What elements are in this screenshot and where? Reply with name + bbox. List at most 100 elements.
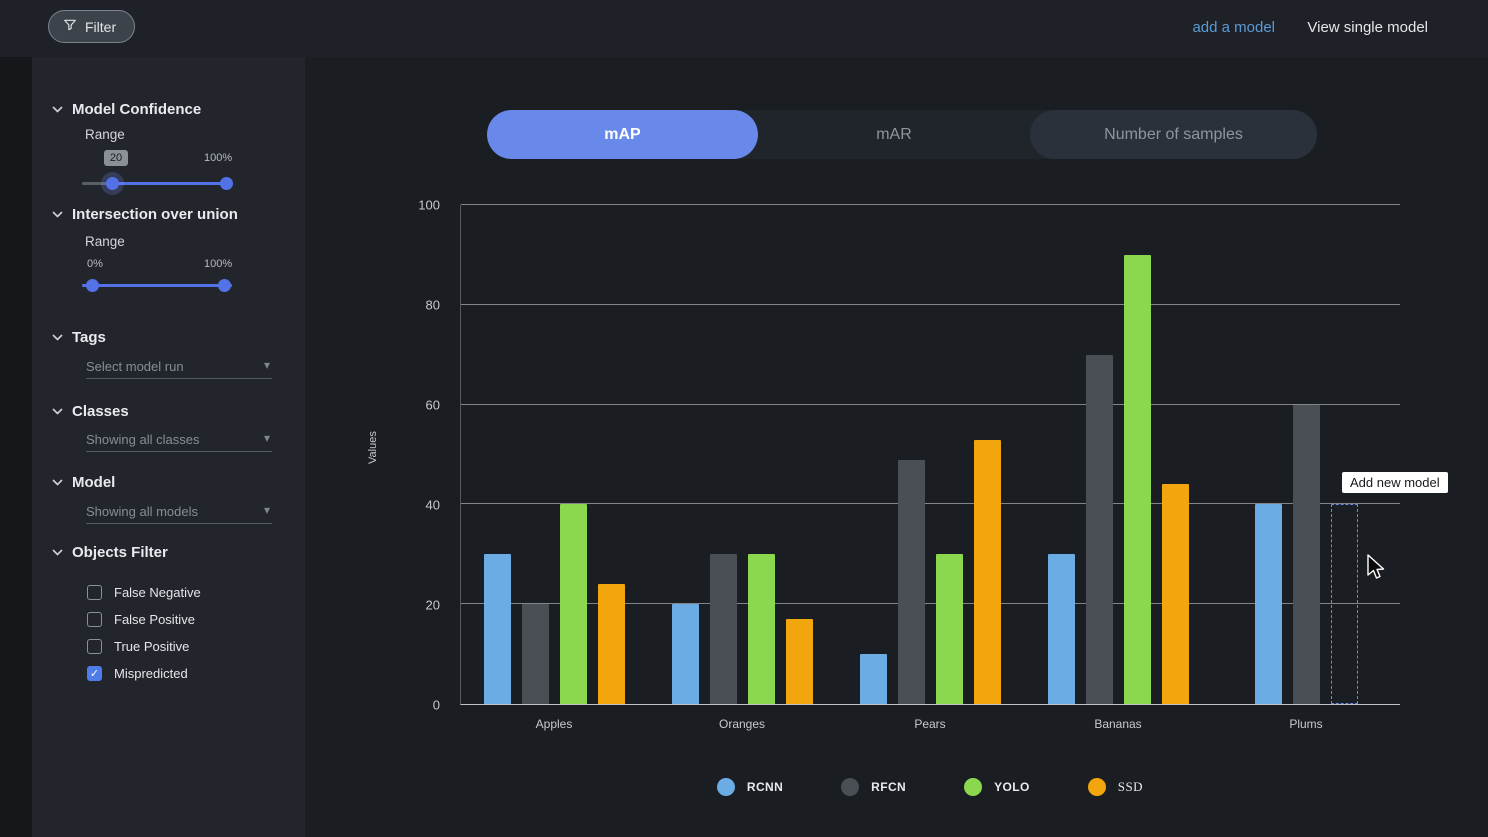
chevron-down-icon: ▾ [263, 358, 270, 372]
chevron-down-icon: ▾ [263, 503, 270, 517]
checkbox-label: False Negative [114, 585, 201, 600]
bar-rfcn-pears[interactable] [897, 459, 925, 704]
bar-yolo-bananas[interactable] [1123, 254, 1151, 704]
y-tick-label: 60 [425, 397, 440, 413]
bar-ssd-oranges[interactable] [786, 619, 814, 704]
chart-legend: RCNN RFCN YOLO SSD [460, 772, 1400, 802]
slider-fill [82, 284, 232, 287]
bar-rfcn-apples[interactable] [522, 604, 550, 704]
tab-mar[interactable]: mAR [876, 125, 912, 143]
slider-min-label: 0% [87, 258, 103, 270]
x-axis-label: Oranges [718, 717, 766, 731]
legend-swatch [1087, 778, 1106, 796]
top-bar: Filter add a model View single model [0, 0, 1488, 57]
x-axis-label: Plums [1289, 717, 1323, 731]
x-axis-label: Bananas [1094, 717, 1142, 731]
bar-group-plums [1212, 205, 1400, 704]
bar-ssd-bananas[interactable] [1161, 484, 1189, 704]
section-header-model-confidence[interactable]: Model Confidence [52, 101, 201, 118]
section-title: Model [72, 474, 116, 491]
chevron-down-icon: ▾ [263, 431, 270, 445]
checkbox-row[interactable]: True Positive [87, 633, 201, 660]
y-axis-title: Values [367, 431, 379, 464]
checkbox-row[interactable]: ✓ Mispredicted [87, 660, 201, 687]
section-title: Tags [72, 329, 106, 346]
x-axis-label: Pears [914, 717, 946, 731]
checkbox-row[interactable]: False Positive [87, 606, 201, 633]
checkbox-row[interactable]: False Negative [87, 579, 201, 606]
view-single-model-link[interactable]: View single model [1307, 19, 1428, 36]
gridline [461, 503, 1400, 505]
filter-funnel-icon [63, 18, 77, 35]
section-header-iou[interactable]: Intersection over union [52, 206, 238, 223]
legend-swatch [716, 778, 735, 796]
main-content: mAP mAR Number of samples Values 0 20 40 60… [305, 57, 1488, 837]
section-title: Intersection over union [72, 206, 238, 223]
bar-yolo-pears[interactable] [935, 554, 963, 704]
chevron-down-icon [52, 106, 63, 113]
legend-item-ssd[interactable]: SSD [1087, 778, 1144, 796]
tab-number-of-samples[interactable]: Number of samples [1030, 110, 1317, 159]
legend-label: RFCN [871, 780, 907, 794]
y-axis: 0 20 40 60 80 100 [400, 198, 448, 713]
iou-slider[interactable] [82, 278, 232, 292]
filter-button[interactable]: Filter [48, 10, 136, 43]
bar-group-oranges [649, 205, 837, 704]
legend-label: RCNN [746, 780, 784, 794]
chevron-down-icon [52, 479, 63, 486]
section-title: Objects Filter [72, 544, 168, 561]
filter-button-label: Filter [85, 18, 117, 35]
legend-item-rcnn[interactable]: RCNN [716, 778, 784, 796]
bar-rcnn-apples[interactable] [484, 554, 512, 704]
new-model-placeholder-bar[interactable] [1330, 504, 1358, 704]
y-tick-label: 40 [425, 497, 440, 513]
bar-rcnn-oranges[interactable] [672, 604, 700, 704]
slider-thumb-min[interactable] [86, 279, 99, 292]
bar-rcnn-plums[interactable] [1254, 504, 1282, 704]
section-header-model[interactable]: Model [52, 474, 115, 491]
model-dropdown[interactable]: Showing all models ▾ [86, 499, 272, 524]
checkbox-checked[interactable]: ✓ [87, 666, 102, 681]
bar-yolo-apples[interactable] [560, 504, 588, 704]
slider-value-badge: 20 [104, 150, 128, 166]
tab-map[interactable]: mAP [487, 110, 758, 159]
bar-rfcn-plums[interactable] [1292, 404, 1320, 704]
legend-swatch [964, 778, 983, 796]
bar-ssd-pears[interactable] [973, 439, 1001, 704]
bar-ssd-apples[interactable] [598, 584, 626, 704]
y-tick-label: 80 [425, 297, 440, 313]
checkbox-label: Mispredicted [114, 666, 188, 681]
gridline [461, 603, 1400, 605]
bar-yolo-oranges[interactable] [748, 554, 776, 704]
model-confidence-slider[interactable] [82, 176, 233, 190]
bar-rfcn-oranges[interactable] [710, 554, 738, 704]
bar-rcnn-pears[interactable] [859, 654, 887, 704]
checkbox-label: True Positive [114, 639, 190, 654]
legend-item-yolo[interactable]: YOLO [964, 778, 1030, 796]
section-header-classes[interactable]: Classes [52, 403, 129, 420]
range-label: Range [85, 234, 125, 249]
gridline [461, 204, 1400, 205]
checkbox-unchecked[interactable] [87, 612, 102, 627]
legend-label: SSD [1117, 779, 1144, 794]
checkbox-unchecked[interactable] [87, 639, 102, 654]
slider-thumb-max[interactable] [220, 177, 233, 190]
section-header-tags[interactable]: Tags [52, 329, 106, 346]
slider-thumb-max[interactable] [218, 279, 231, 292]
checkbox-unchecked[interactable] [87, 585, 102, 600]
slider-thumb-min[interactable] [106, 177, 119, 190]
section-header-objects-filter[interactable]: Objects Filter [52, 544, 168, 561]
metric-tabbar: mAP mAR Number of samples [487, 110, 1317, 159]
bar-groups [461, 205, 1400, 704]
section-title: Classes [72, 403, 129, 420]
bar-rfcn-bananas[interactable] [1085, 354, 1113, 704]
classes-dropdown[interactable]: Showing all classes ▾ [86, 427, 272, 452]
legend-item-rfcn[interactable]: RFCN [841, 778, 906, 796]
objects-filter-list: False Negative False Positive True Positiv… [87, 579, 201, 687]
bar-rcnn-bananas[interactable] [1047, 554, 1075, 704]
gridline [461, 403, 1400, 405]
add-model-link[interactable]: add a model [1192, 19, 1275, 36]
bar-group-apples [461, 205, 649, 704]
tags-dropdown[interactable]: Select model run ▾ [86, 354, 272, 379]
